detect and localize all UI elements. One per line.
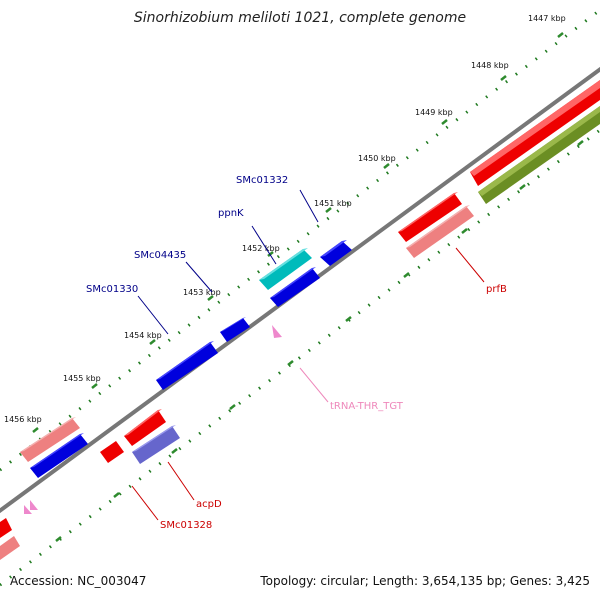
accession-text: Accession: NC_003047 bbox=[10, 574, 147, 588]
label-prfb: prfB bbox=[486, 284, 507, 295]
tick-label-1448: 1448 kbp bbox=[471, 61, 509, 70]
label-acpd: acpD bbox=[196, 499, 222, 510]
tick-track-inner bbox=[0, 128, 600, 587]
major-ticks-outer bbox=[32, 32, 564, 433]
tick-label-1451: 1451 kbp bbox=[314, 199, 352, 208]
forward-features bbox=[20, 240, 352, 478]
gene-left-pink[interactable] bbox=[20, 418, 80, 462]
reverse-features bbox=[0, 80, 600, 560]
label-leaders bbox=[131, 189, 485, 521]
label-smc01332: SMc01332 bbox=[236, 175, 288, 186]
genome-title: Sinorhizobium meliloti 1021, complete ge… bbox=[133, 10, 467, 26]
label-smc04435: SMc04435 bbox=[134, 250, 186, 261]
tick-track-outer bbox=[0, 8, 600, 472]
gene-prfb-red[interactable] bbox=[398, 193, 462, 242]
tick-label-1447: 1447 kbp bbox=[528, 14, 566, 23]
tick-label-1456: 1456 kbp bbox=[4, 415, 42, 424]
tick-label-1453: 1453 kbp bbox=[183, 288, 221, 297]
tick-label-1455: 1455 kbp bbox=[63, 374, 101, 383]
gene-smc01332[interactable] bbox=[320, 241, 352, 266]
label-trna: tRNA-THR_TGT bbox=[330, 401, 404, 412]
gene-prfb-pink[interactable] bbox=[406, 206, 474, 258]
trna-marker-3[interactable] bbox=[30, 500, 38, 510]
label-smc01328: SMc01328 bbox=[160, 520, 212, 531]
major-ticks-inner bbox=[55, 140, 584, 542]
tick-label-1454: 1454 kbp bbox=[124, 331, 162, 340]
genome-stats-text: Topology: circular; Length: 3,654,135 bp… bbox=[260, 574, 590, 588]
gene-ppnk[interactable] bbox=[259, 249, 312, 290]
tick-label-1449: 1449 kbp bbox=[415, 108, 453, 117]
label-smc01330: SMc01330 bbox=[86, 284, 138, 295]
gene-small-red[interactable] bbox=[100, 441, 124, 463]
gene-small-1[interactable] bbox=[220, 318, 250, 342]
tick-label-1450: 1450 kbp bbox=[358, 154, 396, 163]
trna-marker-2[interactable] bbox=[24, 505, 32, 514]
gene-edge-red[interactable] bbox=[0, 518, 12, 538]
tick-label-1452: 1452 kbp bbox=[242, 244, 280, 253]
gene-left-blue[interactable] bbox=[30, 434, 88, 478]
gene-edge-pink[interactable] bbox=[0, 536, 20, 560]
gene-smc01330[interactable] bbox=[156, 342, 218, 390]
gene-smc01328[interactable] bbox=[132, 426, 180, 464]
gene-acpd[interactable] bbox=[124, 410, 166, 446]
gene-smc04435[interactable] bbox=[270, 268, 320, 307]
trna-marker[interactable] bbox=[272, 325, 282, 338]
label-ppnk: ppnK bbox=[218, 208, 244, 219]
